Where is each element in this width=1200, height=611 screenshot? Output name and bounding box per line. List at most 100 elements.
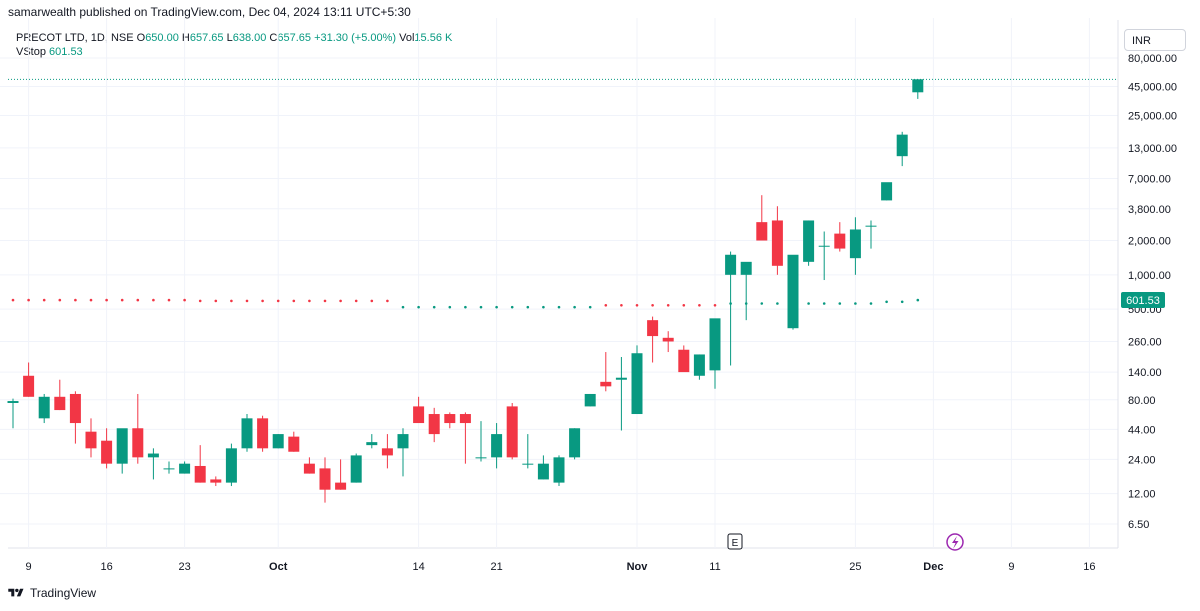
candle: [257, 415, 269, 452]
x-tick-label: 11: [709, 561, 720, 573]
candle: [350, 453, 362, 483]
candle: [428, 407, 440, 443]
symbol-legend: PRECOT LTD, 1D, NSE O650.00 H657.65 L638…: [16, 31, 452, 46]
candle: [803, 220, 815, 266]
candle-body: [272, 434, 284, 449]
vstop-point: [261, 299, 264, 303]
candle-body: [631, 353, 643, 415]
candle-body: [366, 442, 378, 446]
candle: [631, 345, 643, 415]
high-value: 657.65: [189, 32, 224, 44]
vstop-point: [666, 304, 670, 307]
candle: [7, 398, 19, 429]
candle: [147, 448, 159, 480]
candle-body: [865, 225, 877, 227]
candle-body: [459, 414, 471, 424]
candle: [522, 434, 534, 469]
vstop-legend[interactable]: VStop 601.53: [16, 46, 83, 58]
vstop-point: [604, 304, 608, 307]
candle-body: [257, 418, 269, 449]
dividend-event-icon[interactable]: [946, 533, 964, 551]
candle: [179, 461, 191, 474]
vstop-point: [495, 305, 498, 309]
candle: [615, 356, 627, 431]
y-tick-label: 1,000.00: [1128, 270, 1171, 282]
y-tick-label: 7,000.00: [1128, 174, 1171, 186]
vstop-point: [479, 305, 483, 309]
candle: [693, 354, 705, 380]
y-tick-label: 80,000.00: [1128, 53, 1177, 65]
y-tick-label: 25,000.00: [1128, 111, 1177, 123]
vstop-point: [214, 299, 218, 303]
y-tick-label: 45,000.00: [1128, 81, 1177, 93]
vstop-point: [42, 298, 46, 302]
candle-body: [381, 448, 393, 456]
candle-body: [725, 254, 737, 275]
open-label: O: [136, 32, 146, 44]
candle: [381, 434, 393, 469]
candle: [865, 220, 877, 249]
candle-body: [600, 381, 612, 387]
y-tick-label: 13,000.00: [1128, 143, 1177, 155]
x-tick-label: 16: [100, 561, 112, 573]
footer-brand: TradingView: [30, 586, 97, 600]
vstop-point: [838, 302, 842, 305]
change-value: +31.30 (+5.00%): [314, 32, 397, 44]
candle: [210, 476, 222, 487]
vstop-price-badge: 601.53: [1121, 291, 1165, 308]
candle: [241, 414, 253, 452]
candle: [491, 423, 503, 469]
vstop-label: VStop: [16, 46, 46, 58]
candle: [849, 217, 861, 275]
candle-body: [413, 406, 425, 424]
candle-body: [147, 453, 159, 458]
candle-body: [350, 455, 362, 483]
candle: [896, 131, 908, 167]
open-value: 650.00: [145, 32, 179, 44]
y-tick-label: 80.00: [1128, 395, 1156, 407]
candle: [771, 206, 783, 275]
close-value: 657.65: [277, 32, 312, 44]
candle: [740, 261, 752, 321]
x-tick-label: 23: [178, 561, 190, 573]
vstop-point: [323, 299, 327, 303]
candle: [756, 195, 768, 241]
candle-body: [771, 220, 783, 266]
earnings-marker-label: E: [732, 538, 739, 549]
candle: [787, 254, 799, 330]
vstop-point: [448, 305, 452, 309]
candle-body: [662, 337, 674, 342]
x-tick-label: 9: [1008, 561, 1014, 573]
publisher-line: samarwealth published on TradingView.com…: [8, 5, 411, 19]
candle-body: [69, 393, 81, 424]
vstop-point: [854, 302, 857, 305]
candle-body: [444, 414, 456, 424]
candle: [506, 402, 518, 460]
vstop-point: [713, 304, 717, 307]
candle-body: [397, 434, 409, 449]
volume-label: Vol: [399, 32, 415, 44]
candle: [553, 455, 565, 487]
candle-body: [678, 349, 690, 373]
vstop-point: [869, 302, 873, 305]
vstop-point: [276, 299, 280, 303]
vstop-point: [370, 299, 374, 303]
vstop-badge-bg: [1121, 291, 1165, 308]
vstop-point: [120, 298, 124, 302]
low-label: L: [226, 32, 233, 44]
currency-button[interactable]: INR: [1124, 29, 1186, 51]
candle-body: [569, 428, 581, 458]
candle: [537, 455, 549, 480]
vstop-point: [417, 305, 420, 309]
vstop-value: 601.53: [49, 46, 83, 58]
candle-body: [475, 457, 487, 459]
earnings-event-icon[interactable]: E: [727, 533, 743, 550]
candle: [288, 431, 300, 452]
candle: [709, 318, 721, 389]
vstop-point: [136, 298, 140, 302]
candle-body: [849, 229, 861, 259]
candle-body: [709, 318, 721, 371]
symbol-name[interactable]: PRECOT LTD, 1D, NSE: [16, 32, 134, 44]
candle-body: [132, 428, 144, 458]
